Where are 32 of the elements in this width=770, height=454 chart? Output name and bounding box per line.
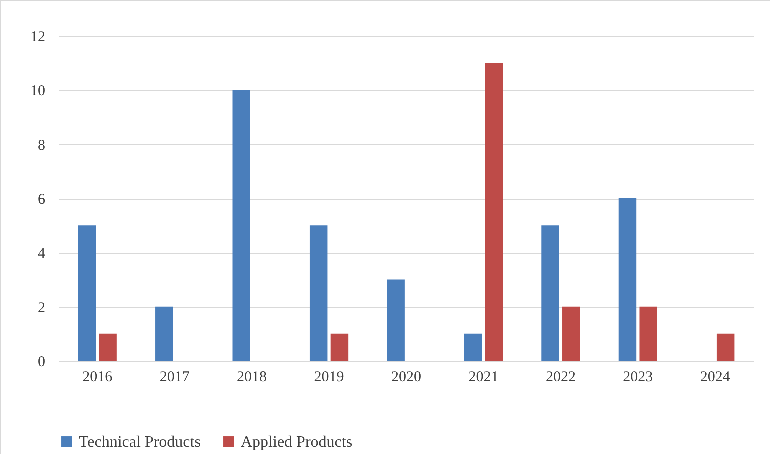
- bar: [640, 306, 658, 361]
- x-tick-label: 2017: [160, 370, 190, 386]
- x-tick-label: 2024: [700, 370, 731, 386]
- bar: [232, 90, 250, 361]
- bar: [387, 280, 405, 361]
- x-tick-label: 2021: [468, 370, 499, 386]
- legend-label: Technical Products: [79, 434, 201, 451]
- bar: [562, 306, 580, 361]
- bar: [542, 226, 560, 361]
- y-tick-label: 4: [38, 246, 46, 262]
- bar: [310, 226, 328, 361]
- bar: [618, 198, 637, 361]
- x-tick-label: 2016: [82, 370, 114, 386]
- x-tick-label: 2019: [314, 370, 344, 386]
- bar: [78, 226, 96, 361]
- y-tick-label: 8: [38, 138, 46, 154]
- y-tick-label: 0: [38, 354, 46, 370]
- legend-label: Applied Products: [241, 434, 353, 451]
- y-tick-label: 2: [38, 300, 46, 316]
- bar: [716, 334, 735, 361]
- x-tick-label: 2023: [623, 370, 654, 386]
- x-tick-label: 2022: [546, 370, 576, 386]
- y-tick-label: 10: [30, 84, 46, 100]
- bar: [485, 63, 504, 361]
- y-tick-label: 12: [30, 30, 46, 46]
- bar: [330, 334, 349, 361]
- y-tick-label: 6: [38, 192, 46, 208]
- bar: [464, 334, 482, 361]
- x-tick-label: 2018: [237, 370, 268, 386]
- bar: [99, 334, 117, 361]
- bar: [156, 306, 174, 361]
- x-tick-label: 2020: [392, 370, 422, 386]
